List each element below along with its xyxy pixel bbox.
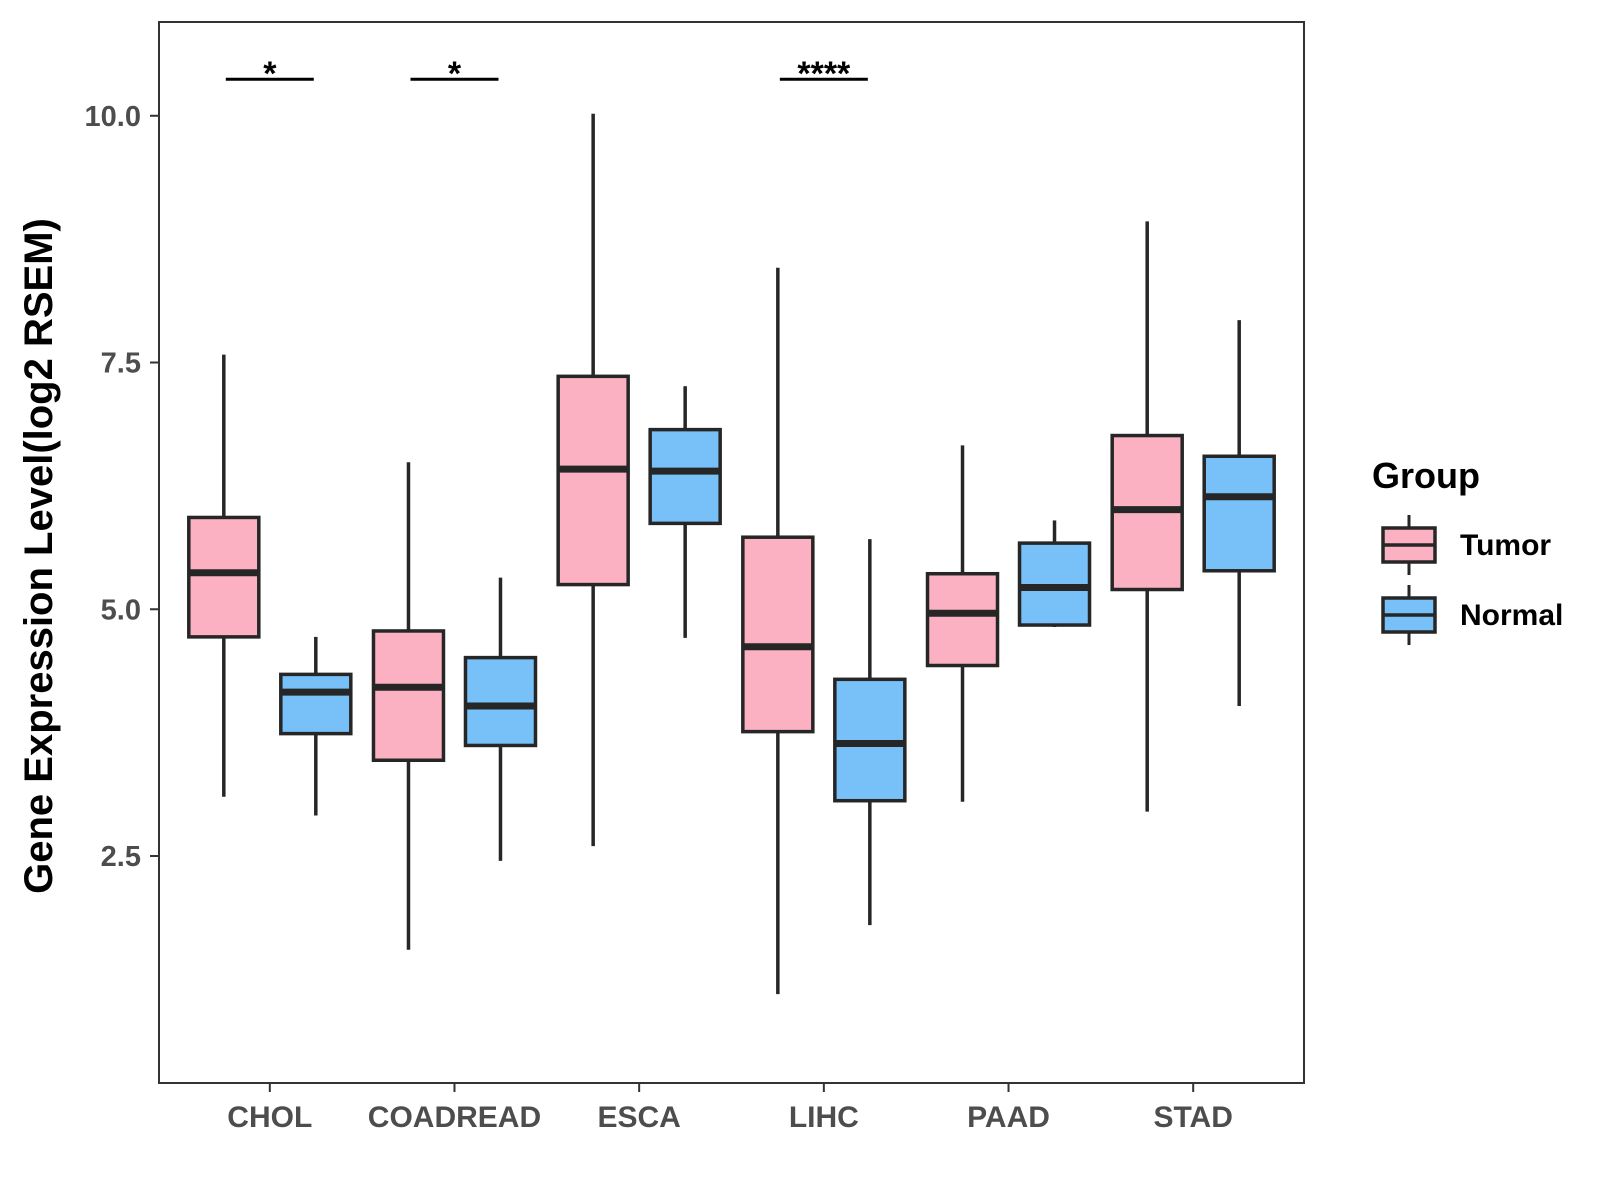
legend-title: Group xyxy=(1372,455,1480,496)
legend-label-tumor: Tumor xyxy=(1460,529,1551,562)
box-tumor xyxy=(741,535,815,734)
y-tick-label: 5.0 xyxy=(101,594,141,626)
box-normal xyxy=(279,672,353,736)
box-tumor xyxy=(371,629,446,763)
legend: Group Tumor Normal xyxy=(1372,455,1563,645)
y-tick-label: 2.5 xyxy=(101,841,141,873)
x-tick-label: PAAD xyxy=(967,1101,1050,1134)
x-tick-label: COADREAD xyxy=(368,1101,541,1134)
panel-border xyxy=(158,21,1305,1084)
box-tumor xyxy=(556,374,630,587)
plot-area: 2.5 5.0 7.5 10.0 CHOL COADREAD ESCA LIHC PAAD STA… xyxy=(85,21,1305,1134)
significance-label: * xyxy=(448,55,462,93)
significance-label: **** xyxy=(797,55,851,93)
y-axis-title: Gene Expression Level(log2 RSEM) xyxy=(17,218,61,894)
x-tick-label: CHOL xyxy=(227,1101,312,1134)
x-tick-label: LIHC xyxy=(789,1101,859,1134)
significance-label: * xyxy=(263,55,277,93)
box-tumor xyxy=(925,571,1000,668)
legend-label-normal: Normal xyxy=(1460,599,1563,632)
x-tick-label: STAD xyxy=(1153,1101,1232,1134)
box-normal xyxy=(648,427,722,526)
y-tick-label: 10.0 xyxy=(85,101,141,133)
y-tick-label: 7.5 xyxy=(101,348,141,380)
box-tumor xyxy=(187,515,261,639)
x-tick-label: ESCA xyxy=(597,1101,680,1134)
box-normal xyxy=(1202,454,1276,573)
box-normal xyxy=(463,655,538,748)
